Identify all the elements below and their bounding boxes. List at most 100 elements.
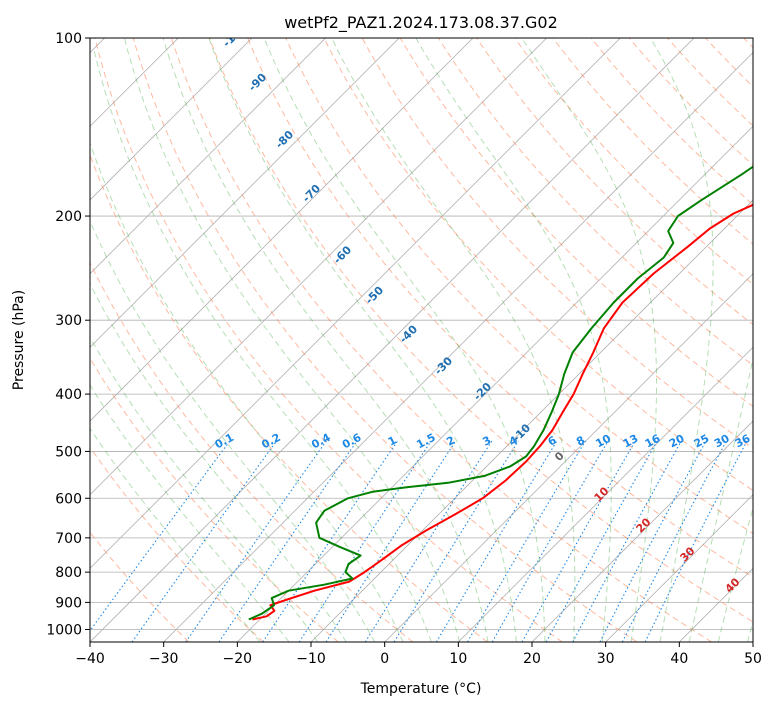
dry-adiabat-line (361, 38, 753, 449)
isotherm-line (163, 52, 753, 642)
mixing-ratio-line (298, 440, 432, 642)
isotherm-line (90, 38, 474, 422)
y-tick-label: 900 (55, 595, 82, 611)
isotherm-line (90, 38, 253, 201)
moist-adiabat-line (90, 141, 404, 642)
mixing-ratio-line (393, 440, 519, 642)
dry-adiabat-line (170, 38, 712, 642)
mixing-ratio-label: 36 (733, 432, 753, 451)
dry-adiabat-line (475, 38, 753, 326)
mixing-ratio-label: 10 (593, 432, 613, 451)
x-tick-label: 20 (523, 651, 541, 667)
mixing-ratio-line (218, 440, 358, 642)
moist-adiabat-line (123, 38, 461, 642)
dry-adiabat-line (323, 38, 753, 492)
x-axis-title: Temperature (°C) (360, 681, 482, 697)
dry-adiabat-line (285, 38, 753, 535)
moist-adiabat-line (717, 506, 753, 642)
isotherm-line (90, 38, 621, 569)
isotherm-line (90, 38, 695, 642)
isotherm-line (90, 38, 327, 275)
x-tick-label: 30 (597, 651, 615, 667)
x-tick-label: 10 (449, 651, 467, 667)
dry-adiabat-line (666, 38, 753, 127)
plot-area: 0.10.20.40.611.52346810131620253036-100-… (90, 21, 753, 642)
x-tick-label: 50 (744, 651, 762, 667)
mixing-ratio-line (491, 440, 609, 642)
moist-adiabat-line (521, 38, 657, 642)
y-tick-label: 700 (55, 531, 82, 547)
isotherm-line (384, 273, 753, 642)
temperature-profile-line (252, 203, 753, 621)
x-tick-label: −10 (296, 651, 326, 667)
y-tick-label: 400 (55, 387, 82, 403)
y-axis: 100 200 300 400 500 600 700 800 900 1000 (46, 31, 90, 638)
isotherm-line (605, 494, 753, 642)
moist-adiabat-line (162, 38, 489, 642)
y-tick-label: 1000 (46, 622, 82, 638)
mixing-ratio-line (644, 440, 748, 642)
moist-adiabat-line (649, 38, 714, 642)
y-tick-label: 100 (55, 31, 82, 47)
moist-adiabat-line (208, 38, 517, 642)
isotherm-grid (90, 38, 753, 642)
dry-adiabat-line (247, 38, 753, 578)
isobar-grid (90, 38, 753, 630)
isotherm-line (90, 38, 179, 127)
plot-frame (89, 37, 754, 643)
mixing-ratio-line (90, 440, 231, 632)
moist-adiabat-line (263, 38, 546, 642)
y-tick-label: 300 (55, 313, 82, 329)
mixing-ratio-label: 16 (643, 432, 663, 451)
isotherm-line (90, 38, 548, 496)
dry-adiabat-line (514, 38, 753, 285)
dry-adiabat-line (399, 38, 753, 408)
mixing-ratio-line (131, 440, 278, 642)
mixing-ratio-line (185, 440, 327, 642)
mixing-ratio-label: 13 (621, 432, 641, 451)
x-tick-label: −20 (223, 651, 253, 667)
moist-adiabat-line (415, 38, 612, 642)
mixing-ratio-line (467, 440, 586, 642)
y-axis-title: Pressure (hPa) (11, 290, 27, 390)
dry-adiabat-line (94, 38, 563, 642)
isotherm-line (237, 125, 753, 642)
y-tick-label: 800 (55, 565, 82, 581)
x-tick-label: 40 (670, 651, 688, 667)
y-tick-label: 600 (55, 491, 82, 507)
y-tick-label: 200 (55, 209, 82, 225)
dry-adiabats (90, 38, 753, 642)
x-axis: −40 −30 −20 −10 0 10 20 30 40 50 (75, 642, 762, 667)
dewpoint-profile-line (248, 165, 753, 621)
moist-adiabat-line (90, 336, 319, 642)
mixing-ratio-label: 30 (712, 432, 732, 451)
mixing-ratio-label: 20 (667, 432, 687, 451)
isotherm-line (531, 420, 753, 642)
dry-adiabat-line (208, 38, 753, 623)
moist-adiabat-line (331, 38, 576, 642)
dry-adiabat-label: -100 (220, 21, 249, 50)
mixing-ratio-line (599, 440, 707, 642)
mixing-ratio-label: 25 (692, 432, 712, 451)
moist-adiabat-line (688, 356, 753, 642)
mixing-ratio-line (435, 440, 558, 642)
isotherm-line (458, 346, 753, 642)
sounding-series (248, 165, 753, 621)
moist-adiabat-line (90, 219, 376, 642)
dry-adiabat-line (90, 357, 339, 642)
dry-adiabat-line (132, 38, 638, 642)
mixing-ratio-line (621, 440, 727, 642)
moist-adiabat-line (93, 47, 432, 642)
chart-title: wetPf2_PAZ1.2024.173.08.37.G02 (284, 13, 558, 33)
dry-adiabat-line (628, 38, 753, 166)
isotherm-line (90, 38, 400, 348)
x-tick-label: −30 (149, 651, 179, 667)
x-tick-label: 0 (380, 651, 389, 667)
moist-adiabat-line (90, 282, 347, 642)
dry-adiabat-line (90, 153, 488, 642)
y-tick-label: 500 (55, 444, 82, 460)
x-tick-label: −40 (75, 651, 105, 667)
dry-adiabat-line (90, 531, 190, 642)
